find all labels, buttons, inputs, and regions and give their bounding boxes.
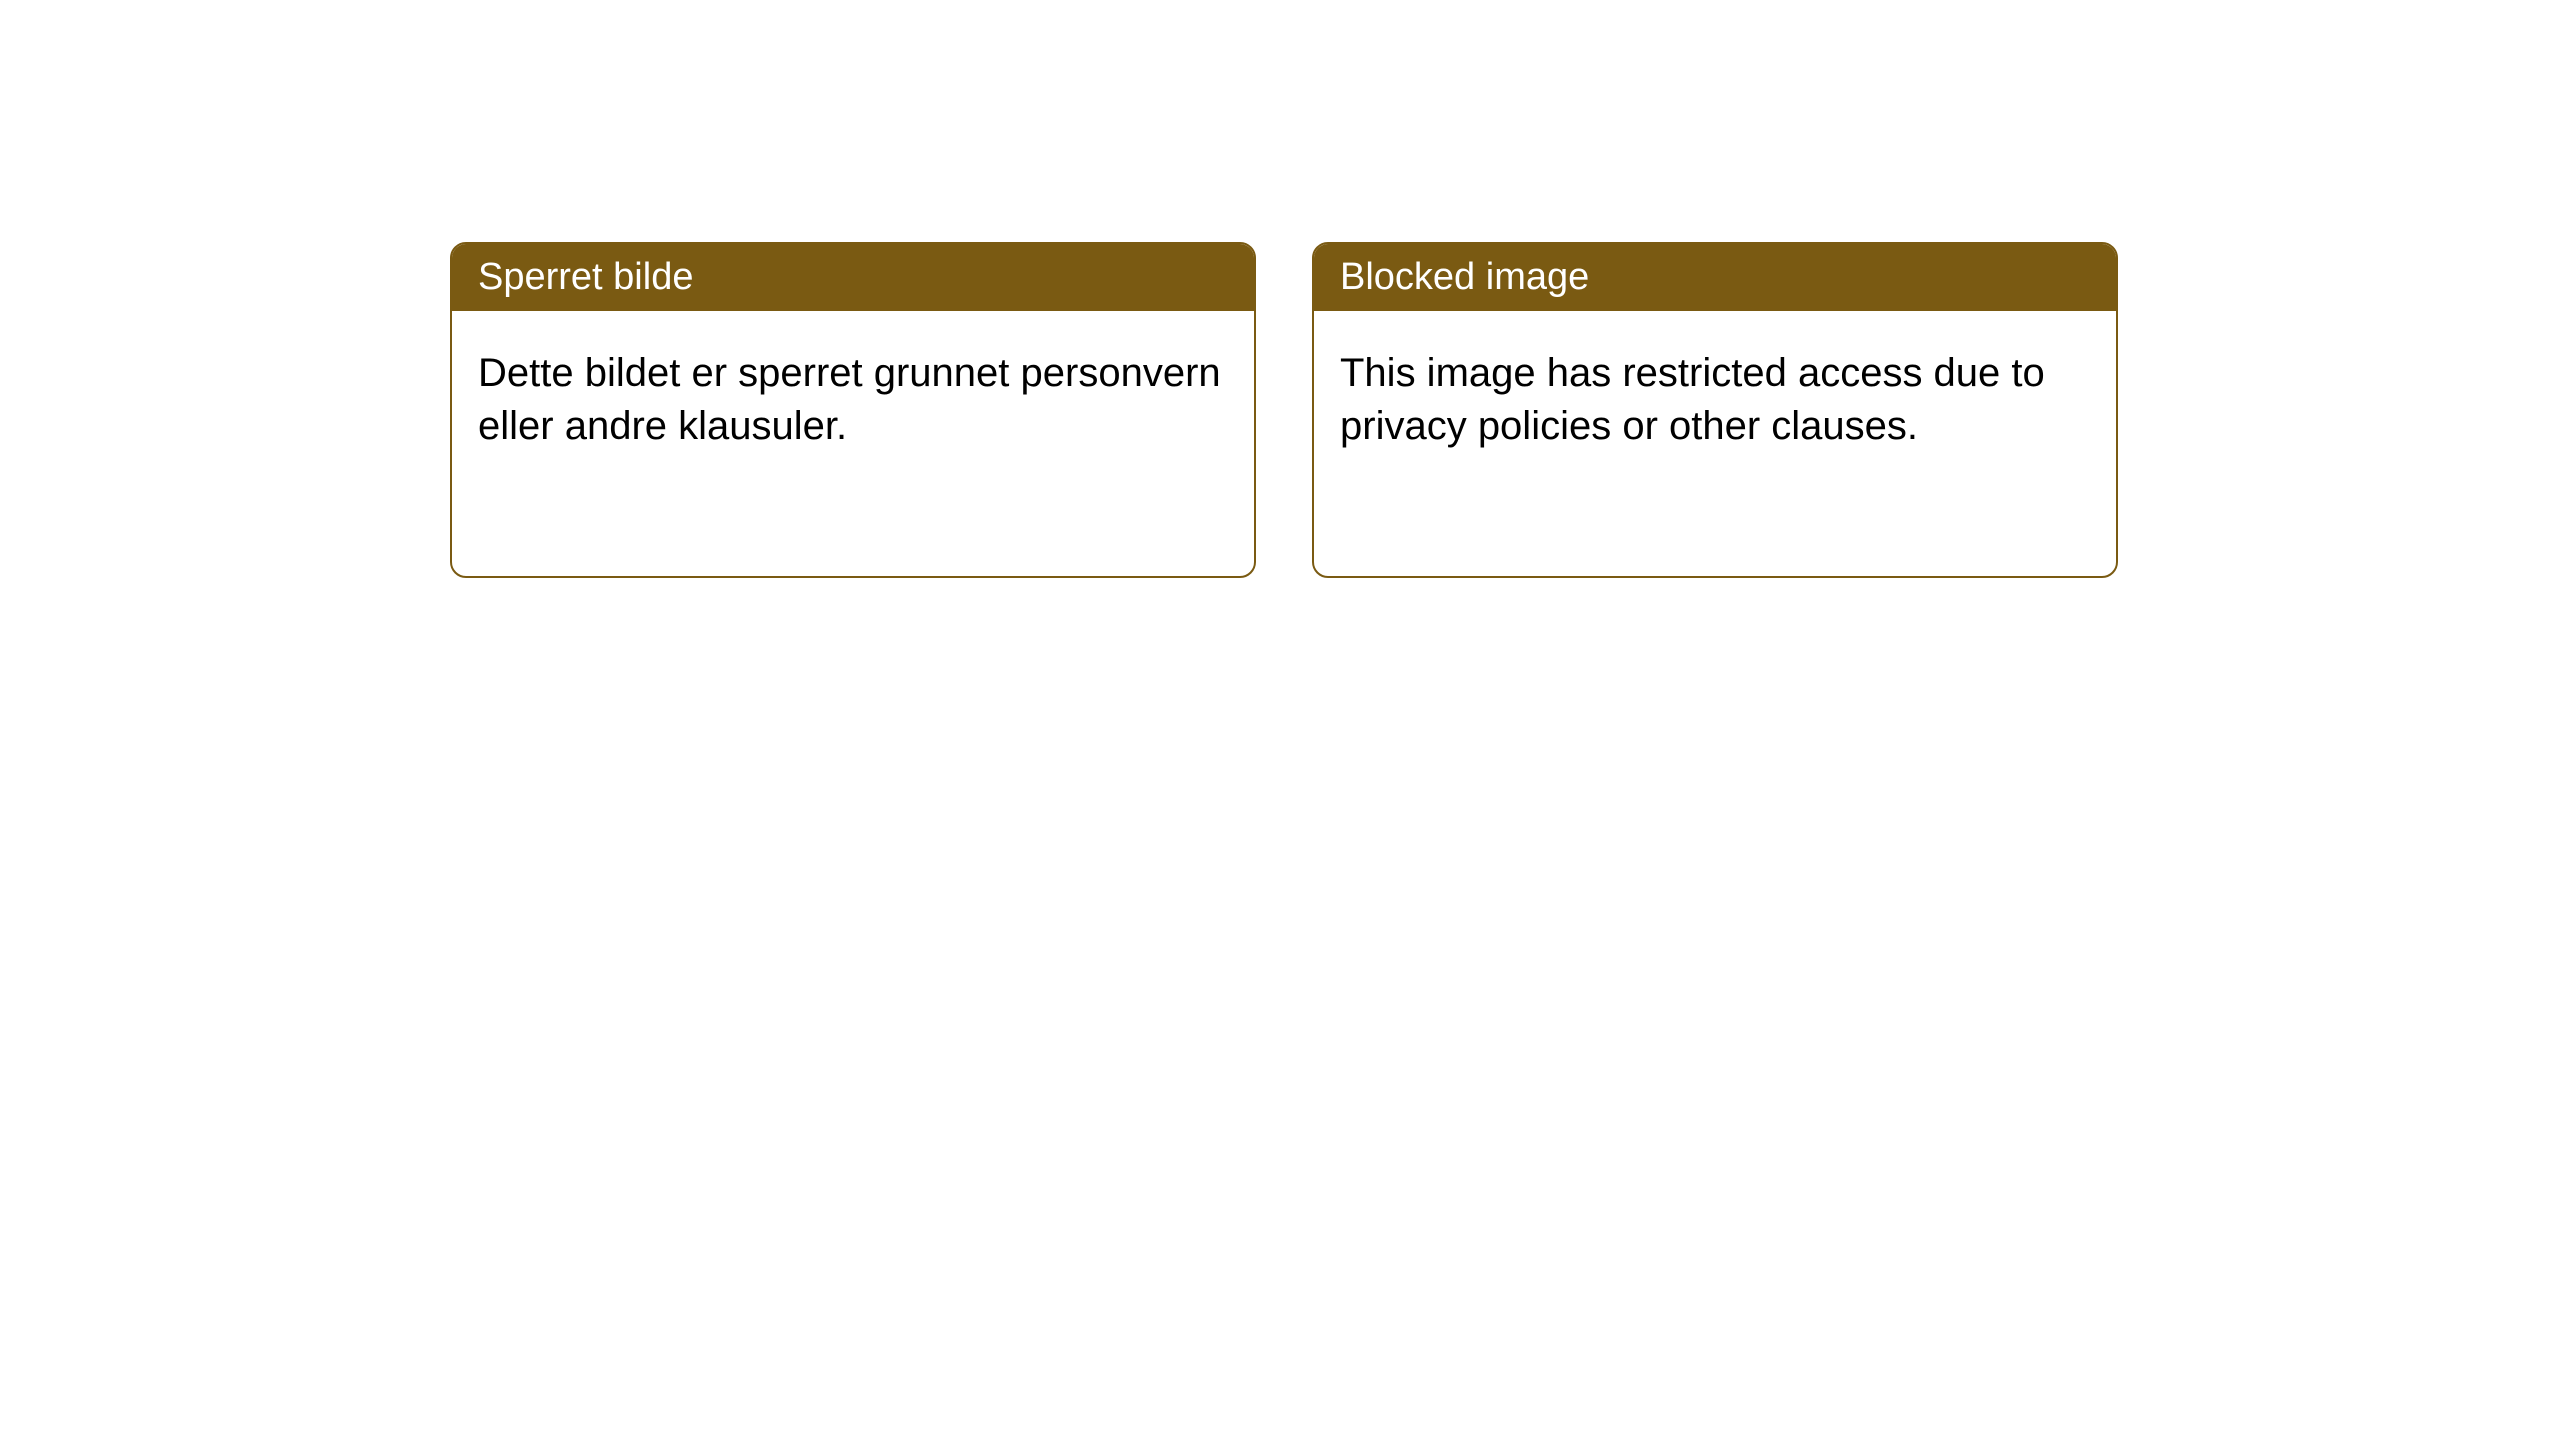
notice-card-title: Sperret bilde	[478, 256, 693, 298]
notice-card-norwegian: Sperret bilde Dette bildet er sperret gr…	[450, 242, 1256, 578]
notice-card-body: This image has restricted access due to …	[1314, 311, 2116, 489]
notice-card-text: Dette bildet er sperret grunnet personve…	[478, 351, 1221, 448]
notice-card-header: Sperret bilde	[452, 244, 1254, 311]
notice-card-english: Blocked image This image has restricted …	[1312, 242, 2118, 578]
notice-card-body: Dette bildet er sperret grunnet personve…	[452, 311, 1254, 489]
notice-card-container: Sperret bilde Dette bildet er sperret gr…	[0, 0, 2560, 578]
notice-card-header: Blocked image	[1314, 244, 2116, 311]
notice-card-title: Blocked image	[1340, 256, 1589, 298]
notice-card-text: This image has restricted access due to …	[1340, 351, 2045, 448]
